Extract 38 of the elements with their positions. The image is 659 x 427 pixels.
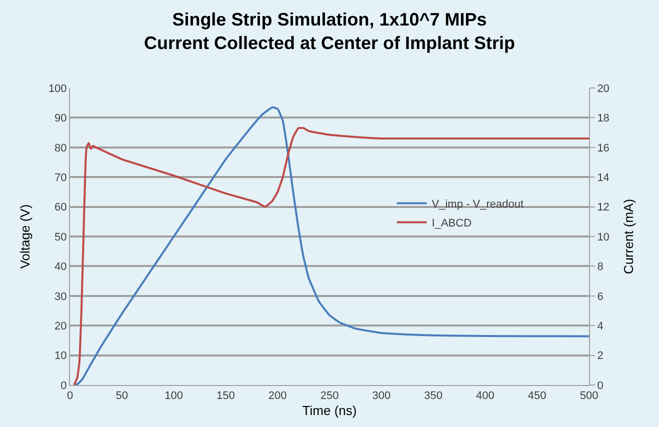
y2-tick-label: 18 (597, 112, 610, 125)
y2-tick-label: 6 (597, 290, 604, 303)
y-tick-label: 90 (54, 112, 67, 125)
x-tick-label: 450 (528, 390, 546, 402)
y-tick-label: 60 (54, 202, 67, 214)
y2-tick-label: 0 (597, 380, 604, 392)
y-tick-label: 30 (54, 290, 67, 303)
y-axis-title: Voltage (V) (17, 204, 32, 269)
x-axis-title: Time (ns) (302, 402, 357, 418)
x-tick-label: 250 (320, 390, 339, 402)
y2-tick-label: 16 (597, 142, 610, 154)
x-tick-label: 400 (476, 390, 494, 402)
y-tick-label: 70 (54, 172, 67, 184)
x-tick-label: 150 (216, 390, 235, 402)
y2-tick-label: 20 (597, 82, 610, 95)
y-tick-label: 100 (48, 82, 67, 95)
y2-tick-label: 10 (597, 231, 610, 244)
chart-title: Single Strip Simulation, 1x10^7 MIPs Current Collected at Center of Implant Strip (144, 10, 516, 54)
y-tick-label: 10 (54, 350, 67, 362)
y-tick-label: 50 (54, 231, 67, 244)
y-tick-label: 0 (60, 380, 67, 392)
x-tick-label: 300 (372, 390, 391, 402)
y2-tick-label: 2 (597, 350, 604, 362)
y2-tick-label: 14 (597, 172, 610, 184)
y-tick-label: 40 (54, 261, 67, 274)
x-tick-label: 50 (116, 390, 128, 402)
x-tick-label: 500 (580, 390, 598, 402)
y-tick-label: 20 (54, 320, 67, 332)
y2-tick-label: 8 (597, 261, 604, 274)
x-tick-label: 350 (424, 390, 442, 402)
x-tick-label: 100 (164, 390, 183, 402)
legend-label: V_imp - V_readout (432, 198, 524, 211)
y2-tick-label: 4 (597, 320, 604, 332)
y2-tick-label: 12 (597, 202, 610, 214)
y-tick-label: 80 (54, 142, 67, 154)
x-tick-label: 200 (268, 390, 287, 402)
y2-axis-title: Current (mA) (621, 198, 636, 274)
legend-label: I_ABCD (432, 218, 472, 230)
